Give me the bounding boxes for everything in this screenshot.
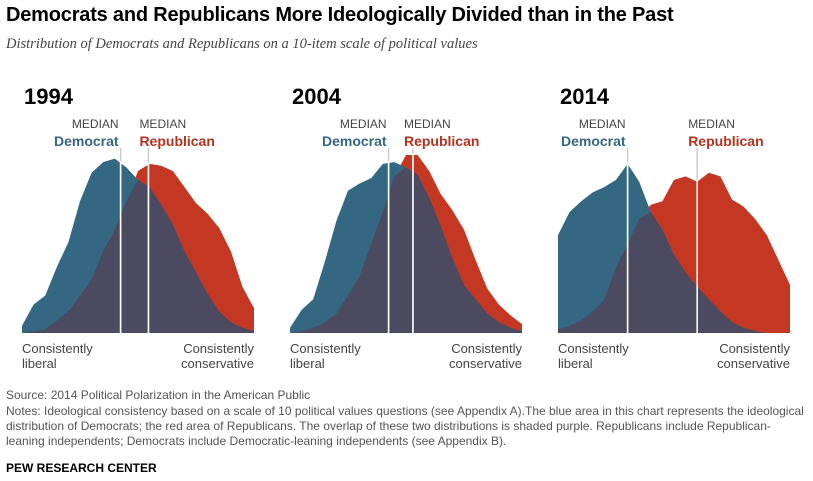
republican-median-label: Republican — [688, 133, 763, 149]
panel-2014: 2014 MEDIAN Democrat MEDIAN Republican Consis… — [558, 84, 790, 371]
x-label-liberal: Consistently — [558, 341, 629, 356]
x-label-conservative: conservative — [717, 356, 790, 371]
x-label-conservative: Consistently — [719, 341, 790, 356]
x-label-conservative: conservative — [181, 356, 254, 371]
panel-year-label: 2014 — [560, 84, 610, 109]
panel-year-label: 2004 — [292, 84, 342, 109]
x-label-conservative: Consistently — [183, 341, 254, 356]
x-label-liberal: liberal — [290, 356, 325, 371]
democrat-median-label: Democrat — [322, 133, 387, 149]
republican-median-label: Republican — [139, 133, 214, 149]
republican-median-label: Republican — [404, 133, 479, 149]
x-label-liberal: Consistently — [22, 341, 93, 356]
source-note: Source: 2014 Political Polarization in t… — [6, 388, 311, 402]
x-label-conservative: Consistently — [451, 341, 522, 356]
x-label-liberal: liberal — [22, 356, 57, 371]
chart-title: Democrats and Republicans More Ideologic… — [6, 4, 674, 26]
x-label-conservative: conservative — [449, 356, 522, 371]
overlap-area — [290, 167, 522, 333]
pew-research-center-logo: PEW RESEARCH CENTER — [6, 461, 157, 475]
democrat-median-caption: MEDIAN — [340, 117, 387, 131]
panel-1994: 1994 MEDIAN Democrat MEDIAN Republican Consis… — [22, 84, 254, 371]
republican-median-caption: MEDIAN — [688, 117, 735, 131]
democrat-median-caption: MEDIAN — [72, 117, 119, 131]
republican-median-caption: MEDIAN — [404, 117, 451, 131]
republican-median-caption: MEDIAN — [139, 117, 186, 131]
democrat-median-label: Democrat — [561, 133, 626, 149]
x-label-liberal: liberal — [558, 356, 593, 371]
panel-2004: 2004 MEDIAN Democrat MEDIAN Republican Consis… — [290, 84, 522, 371]
notes-text: Notes: Ideological consistency based on … — [6, 404, 804, 448]
panel-year-label: 1994 — [24, 84, 74, 109]
democrat-median-label: Democrat — [54, 133, 119, 149]
democrat-median-caption: MEDIAN — [579, 117, 626, 131]
x-label-liberal: Consistently — [290, 341, 361, 356]
chart-subtitle: Distribution of Democrats and Republican… — [6, 36, 478, 52]
overlap-area — [22, 179, 254, 333]
overlap-area — [558, 212, 790, 333]
